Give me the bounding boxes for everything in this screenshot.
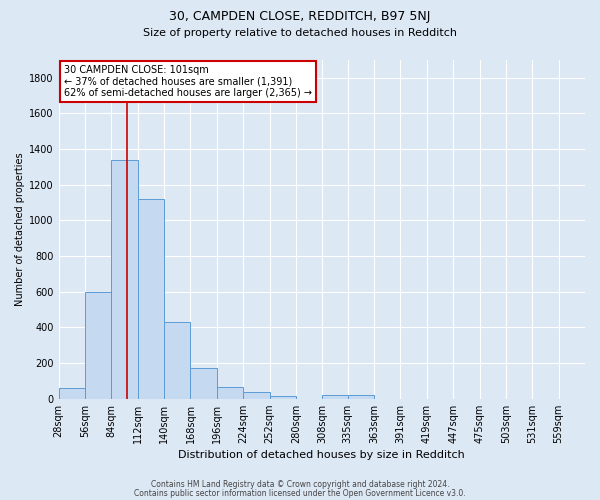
Bar (348, 395, 374, 398)
Bar (59, 388, 85, 398)
Text: 30, CAMPDEN CLOSE, REDDITCH, B97 5NJ: 30, CAMPDEN CLOSE, REDDITCH, B97 5NJ (169, 10, 431, 23)
Bar (85, 292, 112, 399)
Bar (112, 160, 138, 398)
Bar (164, 322, 190, 398)
Text: Contains public sector information licensed under the Open Government Licence v3: Contains public sector information licen… (134, 488, 466, 498)
Text: 30 CAMPDEN CLOSE: 101sqm
← 37% of detached houses are smaller (1,391)
62% of sem: 30 CAMPDEN CLOSE: 101sqm ← 37% of detach… (64, 65, 312, 98)
Bar (138, 199, 164, 398)
Bar (269, 396, 296, 398)
Bar (322, 395, 348, 398)
Bar (217, 387, 243, 398)
Text: Contains HM Land Registry data © Crown copyright and database right 2024.: Contains HM Land Registry data © Crown c… (151, 480, 449, 489)
X-axis label: Distribution of detached houses by size in Redditch: Distribution of detached houses by size … (178, 450, 465, 460)
Text: Size of property relative to detached houses in Redditch: Size of property relative to detached ho… (143, 28, 457, 38)
Y-axis label: Number of detached properties: Number of detached properties (15, 152, 25, 306)
Bar (190, 368, 217, 398)
Bar (243, 392, 269, 398)
